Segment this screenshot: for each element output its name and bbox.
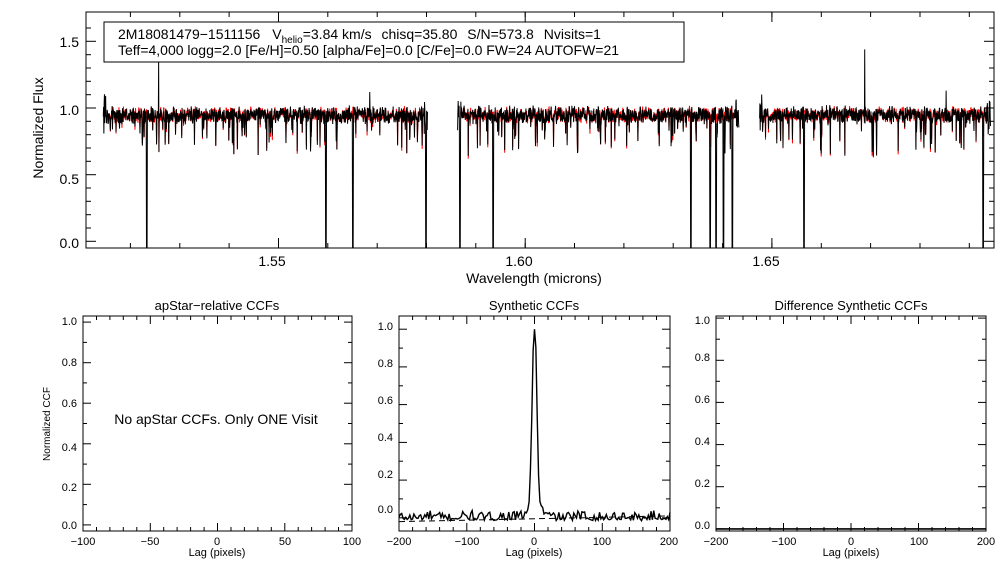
spectrum-info-line-1: 2M18081479−1511156 Vhelio=3.84 km/s chis… xyxy=(118,26,601,46)
spectrum-panel: 0.0 0.5 1.0 1.5 1.55 1.60 1.65 Wavelengt… xyxy=(30,11,995,286)
spec-xtick-label: 1.65 xyxy=(752,253,779,269)
difference-ccf-xtick-label: −100 xyxy=(772,536,797,548)
difference-ccf-ytick-label: 0.6 xyxy=(695,394,710,406)
synthetic-ccf-ytick-label: 0.4 xyxy=(378,432,393,444)
synthetic-ccf-ticks xyxy=(398,316,671,531)
difference-ccf-xtick-label: 200 xyxy=(977,536,995,548)
apstar-ccf-ytick-label: 0.4 xyxy=(62,442,77,454)
synthetic-ccf-xtick-label: 100 xyxy=(593,536,611,548)
v-helio-label: V xyxy=(272,26,282,42)
apstar-ccf-xtick-label: 50 xyxy=(279,536,291,548)
spec-y-axis-title: Normalized Flux xyxy=(30,77,46,178)
observed-spectrum xyxy=(102,49,992,248)
spec-ytick-label: 0.5 xyxy=(60,171,80,187)
difference-ccf-ytick-label: 0.0 xyxy=(695,520,710,532)
apstar-ccf-x-axis-title: Lag (pixels) xyxy=(189,547,246,559)
difference-ccf-ytick-label: 0.4 xyxy=(695,436,710,448)
apstar-ccf-ytick-label: 0.8 xyxy=(62,357,77,369)
apstar-ccf-xtick-label: −100 xyxy=(71,536,96,548)
synthetic-ccf-ytick-label: 1.0 xyxy=(378,321,393,333)
apstar-ccf-xtick-label: −50 xyxy=(141,536,160,548)
spec-xtick-label: 1.60 xyxy=(505,253,532,269)
synthetic-ccf-plot-frame xyxy=(398,315,671,532)
difference-ccf-x-axis-title: Lag (pixels) xyxy=(823,547,880,559)
observed-spectrum-line xyxy=(457,99,740,248)
spec-xtick-label: 1.55 xyxy=(258,253,285,269)
v-helio-subscript: helio xyxy=(282,35,304,46)
apstar-ccf-y-axis-title: Normalized CCF xyxy=(42,387,53,461)
spec-x-axis-title: Wavelength (microns) xyxy=(466,270,602,286)
no-ccf-annotation: No apStar CCFs. Only ONE Visit xyxy=(114,411,318,427)
synthetic-ccf-line xyxy=(398,329,671,523)
difference-ccf-ytick-label: 0.2 xyxy=(695,478,710,490)
apstar-ccf-ytick-label: 0.0 xyxy=(62,520,77,532)
chisq-value: chisq=35.80 xyxy=(381,26,457,42)
difference-ccf-ytick-label: 0.8 xyxy=(695,352,710,364)
spec-ytick-label: 1.5 xyxy=(60,34,80,50)
apstar-ccf-ticks xyxy=(82,316,353,531)
apstar-ccf-ytick-label: 1.0 xyxy=(62,316,77,328)
spec-ytick-label: 1.0 xyxy=(60,102,80,118)
observed-spectrum-line xyxy=(102,59,428,248)
synthetic-ccf-ytick-label: 0.0 xyxy=(378,504,393,516)
synthetic-ccf-title: Synthetic CCFs xyxy=(489,298,580,313)
apstar-ccf-ytick-label: 0.6 xyxy=(62,398,77,410)
snr-value: S/N=573.8 xyxy=(467,26,534,42)
spectrum-info-box xyxy=(103,21,685,63)
apstar-ccf-panel: apStar−relative CCFs Normalized CCF Lag … xyxy=(42,298,361,559)
spec-ytick-label: 0.0 xyxy=(60,235,80,251)
synthetic-ccf-panel: Synthetic CCFs Lag (pixels) 0.0 0.2 0.4 … xyxy=(378,298,678,559)
spectrum-info-line-2: Teff=4,000 logg=2.0 [Fe/H]=0.50 [alpha/F… xyxy=(118,42,619,58)
nvisits-value: Nvisits=1 xyxy=(544,26,601,42)
v-helio-value: =3.84 km/s xyxy=(303,26,372,42)
difference-ccf-panel: Difference Synthetic CCFs Lag (pixels) 0… xyxy=(695,298,995,559)
difference-ccf-xtick-label: 0 xyxy=(848,536,854,548)
synthetic-ccf-ytick-label: 0.2 xyxy=(378,469,393,481)
difference-ccf-plot-frame xyxy=(715,315,987,532)
difference-ccf-xtick-label: −200 xyxy=(704,536,729,548)
apstar-ccf-ytick-label: 0.2 xyxy=(62,482,77,494)
apstar-ccf-xtick-label: 100 xyxy=(343,536,361,548)
synthetic-ccf-ytick-label: 0.8 xyxy=(378,358,393,370)
apstar-ccf-xtick-label: 0 xyxy=(214,536,220,548)
difference-ccf-ticks xyxy=(715,316,987,531)
difference-ccf-ytick-label: 1.0 xyxy=(695,315,710,327)
synthetic-ccf-xtick-label: 0 xyxy=(531,536,537,548)
spectrum-plot-frame xyxy=(85,11,995,249)
synthetic-ccf-x-axis-title: Lag (pixels) xyxy=(506,547,563,559)
synthetic-ccf-ytick-label: 0.6 xyxy=(378,395,393,407)
apstar-ccf-title: apStar−relative CCFs xyxy=(155,298,280,313)
difference-ccf-xtick-label: 100 xyxy=(910,536,928,548)
star-id: 2M18081479−1511156 xyxy=(118,26,261,42)
synthetic-ccf-xtick-label: −200 xyxy=(387,536,412,548)
synthetic-ccf-xtick-label: 200 xyxy=(660,536,678,548)
observed-spectrum-line xyxy=(759,49,992,248)
synthetic-ccf-lines xyxy=(398,329,671,523)
spectrum-ticks xyxy=(86,12,994,248)
difference-ccf-title: Difference Synthetic CCFs xyxy=(775,298,928,313)
synthetic-ccf-xtick-label: −100 xyxy=(455,536,480,548)
